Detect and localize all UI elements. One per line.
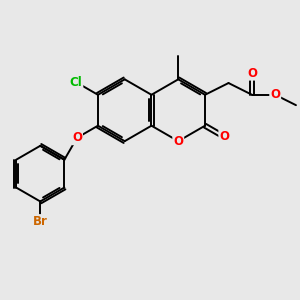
Text: O: O bbox=[72, 131, 82, 144]
Text: Br: Br bbox=[33, 215, 48, 228]
Text: O: O bbox=[247, 67, 257, 80]
Text: O: O bbox=[219, 130, 229, 143]
Text: O: O bbox=[173, 135, 183, 148]
Text: O: O bbox=[270, 88, 280, 101]
Text: Cl: Cl bbox=[70, 76, 82, 88]
